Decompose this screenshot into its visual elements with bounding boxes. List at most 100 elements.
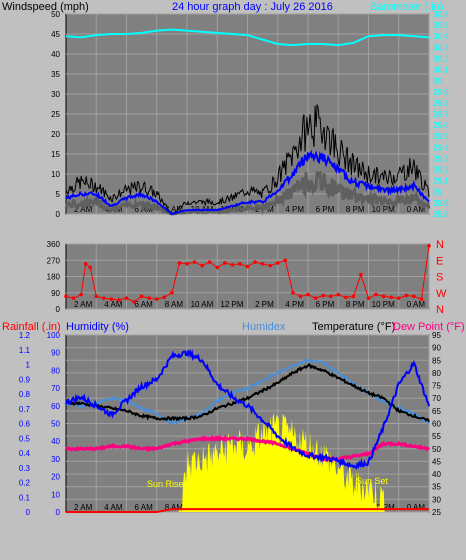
temp-tick-label: 75 xyxy=(432,382,441,391)
sunset-label: Sun Set xyxy=(356,476,389,486)
baro-tick-label: 29.1 xyxy=(433,177,449,186)
temp-tick-label: 25 xyxy=(432,508,441,517)
compass-label: W xyxy=(436,288,447,300)
windspeed-label: Windspeed (mph) xyxy=(2,1,89,13)
time-tick-label: 8 PM xyxy=(346,300,365,309)
baro-tick-label: 29.4 xyxy=(433,143,449,152)
time-tick-label: 6 AM xyxy=(135,300,154,309)
temperature-series xyxy=(65,363,430,423)
time-tick-label: 6 AM xyxy=(135,503,154,512)
rain-tick-label: 0.7 xyxy=(19,405,31,414)
humidity-tick-label: 90 xyxy=(51,349,60,358)
wind-tick-label: 35 xyxy=(51,70,60,79)
temp-tick-label: 55 xyxy=(432,432,441,441)
time-tick-label: 12 PM xyxy=(220,300,243,309)
rain-tick-label: 0.1 xyxy=(19,493,31,502)
wind-tick-label: 10 xyxy=(51,170,60,179)
wind-tick-label: 5 xyxy=(56,190,61,199)
time-tick-label: 10 AM xyxy=(191,300,214,309)
rain-tick-label: 0.2 xyxy=(19,479,31,488)
baro-tick-label: 28.8 xyxy=(433,210,449,219)
baro-tick-label: 29.2 xyxy=(433,166,449,175)
baro-tick-label: 28.9 xyxy=(433,199,449,208)
compass-label: S xyxy=(436,272,443,284)
humidity-tick-label: 10 xyxy=(51,490,60,499)
time-tick-label: 8 AM xyxy=(165,300,184,309)
time-tick-label: 4 PM xyxy=(285,300,304,309)
time-tick-label: 0 AM xyxy=(407,300,426,309)
humidity-tick-label: 60 xyxy=(51,402,60,411)
baro-tick-label: 29.5 xyxy=(433,132,449,141)
humidity-tick-label: 50 xyxy=(51,420,60,429)
time-tick-label: 6 PM xyxy=(316,300,335,309)
humidity-series xyxy=(65,348,430,470)
time-tick-label: 8 PM xyxy=(346,205,365,214)
baro-tick-label: 29.9 xyxy=(433,88,449,97)
rain-tick-label: 0.9 xyxy=(19,375,31,384)
humidity-tick-label: 20 xyxy=(51,473,60,482)
wind-tick-label: 30 xyxy=(51,90,60,99)
rain-tick-label: 0 xyxy=(26,508,31,517)
compass-label: E xyxy=(436,255,443,267)
baro-tick-label: 30 xyxy=(433,77,442,86)
wind-tick-label: 40 xyxy=(51,50,60,59)
temp-tick-label: 80 xyxy=(432,369,441,378)
time-tick-label: 2 AM xyxy=(74,205,93,214)
temp-tick-label: 40 xyxy=(432,470,441,479)
direction-point xyxy=(64,294,68,299)
dewpoint-series xyxy=(64,434,431,462)
wind-tick-label: 50 xyxy=(51,10,60,19)
time-tick-label: 8 AM xyxy=(165,503,184,512)
time-tick-label: 4 PM xyxy=(285,205,304,214)
rainfall-series xyxy=(66,508,429,513)
direction-series xyxy=(64,244,431,304)
time-tick-label: 10 PM xyxy=(372,205,395,214)
temp-tick-label: 30 xyxy=(432,495,441,504)
time-tick-label: 0 AM xyxy=(407,205,426,214)
compass-label: N xyxy=(436,239,444,251)
temp-tick-label: 65 xyxy=(432,407,441,416)
wind-tick-label: 0 xyxy=(56,210,61,219)
rain-tick-label: 0.8 xyxy=(19,390,31,399)
temp-tick-label: 50 xyxy=(432,445,441,454)
time-tick-label: 6 AM xyxy=(135,205,154,214)
temp-tick-label: 35 xyxy=(432,483,441,492)
baro-tick-label: 30.1 xyxy=(433,66,449,75)
humidity-tick-label: 30 xyxy=(51,455,60,464)
baro-tick-label: 29.8 xyxy=(433,99,449,108)
sunrise-label: Sun Rise xyxy=(147,479,184,489)
compass-label: N xyxy=(436,304,444,316)
baro-tick-label: 29.7 xyxy=(433,110,449,119)
time-tick-label: 2 AM xyxy=(74,503,93,512)
direction-tick-label: 180 xyxy=(47,273,61,282)
wind-avg-series xyxy=(65,149,430,216)
baro-tick-label: 30.3 xyxy=(433,43,449,52)
baro-tick-label: 29.3 xyxy=(433,154,449,163)
humidity-tick-label: 70 xyxy=(51,384,60,393)
baro-tick-label: 30.2 xyxy=(433,54,449,63)
rain-tick-label: 0.3 xyxy=(19,464,31,473)
graph-title: 24 hour graph day : July 26 2016 xyxy=(172,1,333,13)
time-tick-label: 0 AM xyxy=(407,503,426,512)
humidity-tick-label: 80 xyxy=(51,366,60,375)
rain-tick-label: 0.5 xyxy=(19,434,31,443)
temp-tick-label: 95 xyxy=(432,331,441,340)
time-tick-label: 8 AM xyxy=(165,205,184,214)
solar-series xyxy=(66,413,429,512)
baro-tick-label: 30.6 xyxy=(433,10,449,19)
time-tick-label: 2 PM xyxy=(255,300,274,309)
barometer-series xyxy=(65,28,429,47)
wind-tick-label: 45 xyxy=(51,30,60,39)
time-tick-label: 4 AM xyxy=(104,503,123,512)
temp-tick-label: 60 xyxy=(432,420,441,429)
humidity-tick-label: 40 xyxy=(51,437,60,446)
temp-tick-label: 70 xyxy=(432,394,441,403)
time-tick-label: 2 AM xyxy=(74,300,93,309)
baro-tick-label: 29 xyxy=(433,188,442,197)
direction-tick-label: 0 xyxy=(56,305,61,314)
temp-tick-label: 45 xyxy=(432,457,441,466)
direction-tick-label: 270 xyxy=(47,256,61,265)
barometer-label: Barometer (.in) xyxy=(370,1,443,13)
